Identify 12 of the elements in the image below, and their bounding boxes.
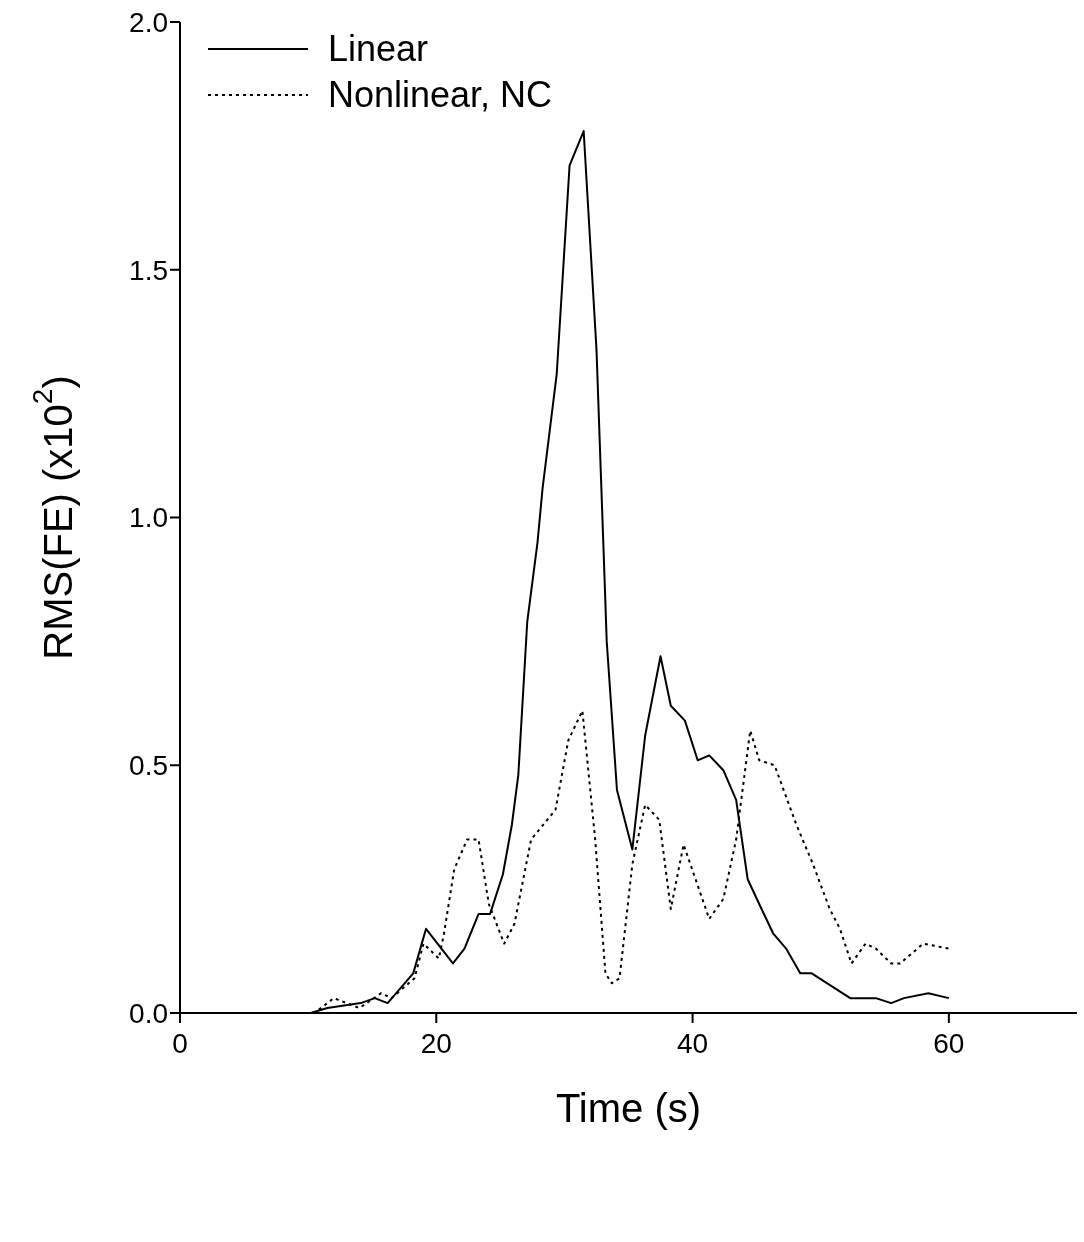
y-tick-label: 1.0: [129, 502, 168, 534]
y-tick-label: 1.5: [129, 254, 168, 286]
x-tick-label: 20: [420, 1027, 452, 1059]
x-axis-title: Time (s): [555, 1086, 702, 1130]
x-tick-label: 60: [933, 1027, 965, 1059]
x-tick-label: 0: [172, 1027, 188, 1059]
y-tick-label: 0.0: [129, 997, 168, 1029]
y-tick-label: 0.5: [129, 750, 168, 782]
legend-label: Nonlinear, NC: [328, 73, 553, 117]
x-tick-label: 40: [676, 1027, 709, 1059]
legend-label: Linear: [328, 27, 429, 71]
y-tick-label: 2.0: [129, 6, 168, 38]
